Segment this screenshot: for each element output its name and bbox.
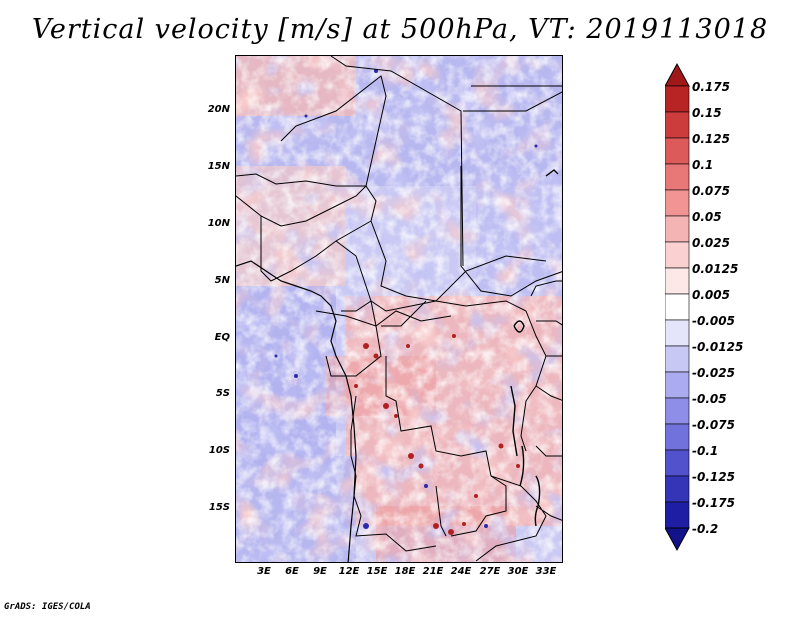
- colorbar-segment: [665, 163, 690, 191]
- lat-label: EQ: [214, 332, 230, 343]
- colorbar-label: -0.005: [692, 314, 735, 328]
- lon-label: 30E: [507, 566, 529, 577]
- lon-label: 3E: [257, 566, 271, 577]
- lon-label: 24E: [450, 566, 472, 577]
- colorbar: [665, 62, 690, 552]
- colorbar-label: 0.025: [692, 236, 730, 250]
- colorbar-top-arrow: [665, 62, 690, 87]
- colorbar-label: -0.075: [692, 418, 735, 432]
- lon-label: 27E: [479, 566, 501, 577]
- lat-label: 10S: [208, 445, 230, 456]
- political-borders: [236, 56, 562, 562]
- colorbar-label: -0.1: [692, 444, 719, 458]
- colorbar-segment: [665, 85, 690, 113]
- colorbar-label: 0.125: [692, 132, 730, 146]
- colorbar-segment: [665, 319, 690, 347]
- lat-label: 10N: [207, 218, 230, 229]
- white-speckle: [236, 56, 562, 562]
- colorbar-label: 0.075: [692, 184, 730, 198]
- colorbar-segment: [665, 293, 690, 321]
- colorbar-segment: [665, 371, 690, 399]
- colorbar-segment: [665, 267, 690, 295]
- colorbar-segment: [665, 475, 690, 503]
- colorbar-label: -0.125: [692, 470, 735, 484]
- colorbar-label: -0.2: [692, 522, 719, 536]
- strong-downdraft-spots: [274, 69, 538, 529]
- colorbar-label: 0.15: [692, 106, 722, 120]
- lat-label: 5N: [214, 275, 230, 286]
- colorbar-label: -0.175: [692, 496, 735, 510]
- colorbar-segment: [665, 449, 690, 477]
- colorbar-segment: [665, 397, 690, 425]
- colorbar-segment: [665, 423, 690, 451]
- colorbar-label: -0.025: [692, 366, 735, 380]
- coastline: [236, 260, 357, 562]
- lon-label: 12E: [338, 566, 360, 577]
- colorbar-label: 0.1: [692, 158, 714, 172]
- lon-label: 21E: [422, 566, 444, 577]
- colorbar-segment: [665, 111, 690, 139]
- map-title: Vertical velocity [m/s] at 500hPa, VT: 2…: [31, 14, 769, 45]
- colorbar-segment: [665, 137, 690, 165]
- lon-label: 6E: [285, 566, 299, 577]
- colorbar-segment: [665, 501, 690, 529]
- lat-label: 20N: [207, 104, 230, 115]
- colorbar-label: -0.05: [692, 392, 727, 406]
- lon-label: 9E: [313, 566, 327, 577]
- strong-updraft-spots: [354, 334, 520, 535]
- lat-label: 5S: [215, 388, 230, 399]
- colorbar-label: 0.175: [692, 80, 730, 94]
- velocity-field: [236, 56, 562, 562]
- map-plot-area: [235, 55, 563, 563]
- lon-label: 18E: [394, 566, 416, 577]
- colorbar-label: 0.005: [692, 288, 730, 302]
- lakes: [510, 169, 559, 527]
- lon-label: 33E: [535, 566, 557, 577]
- colorbar-segment: [665, 241, 690, 269]
- lat-label: 15S: [208, 502, 230, 513]
- colorbar-segment: [665, 215, 690, 243]
- colorbar-label: 0.05: [692, 210, 722, 224]
- colorbar-segment: [665, 345, 690, 373]
- colorbar-label: -0.0125: [692, 340, 744, 354]
- credit-text: GrADS: IGES/COLA: [4, 602, 91, 612]
- colorbar-segment: [665, 189, 690, 217]
- colorbar-bottom-arrow: [665, 527, 690, 552]
- lat-label: 15N: [207, 161, 230, 172]
- lon-label: 15E: [366, 566, 388, 577]
- colorbar-label: 0.0125: [692, 262, 739, 276]
